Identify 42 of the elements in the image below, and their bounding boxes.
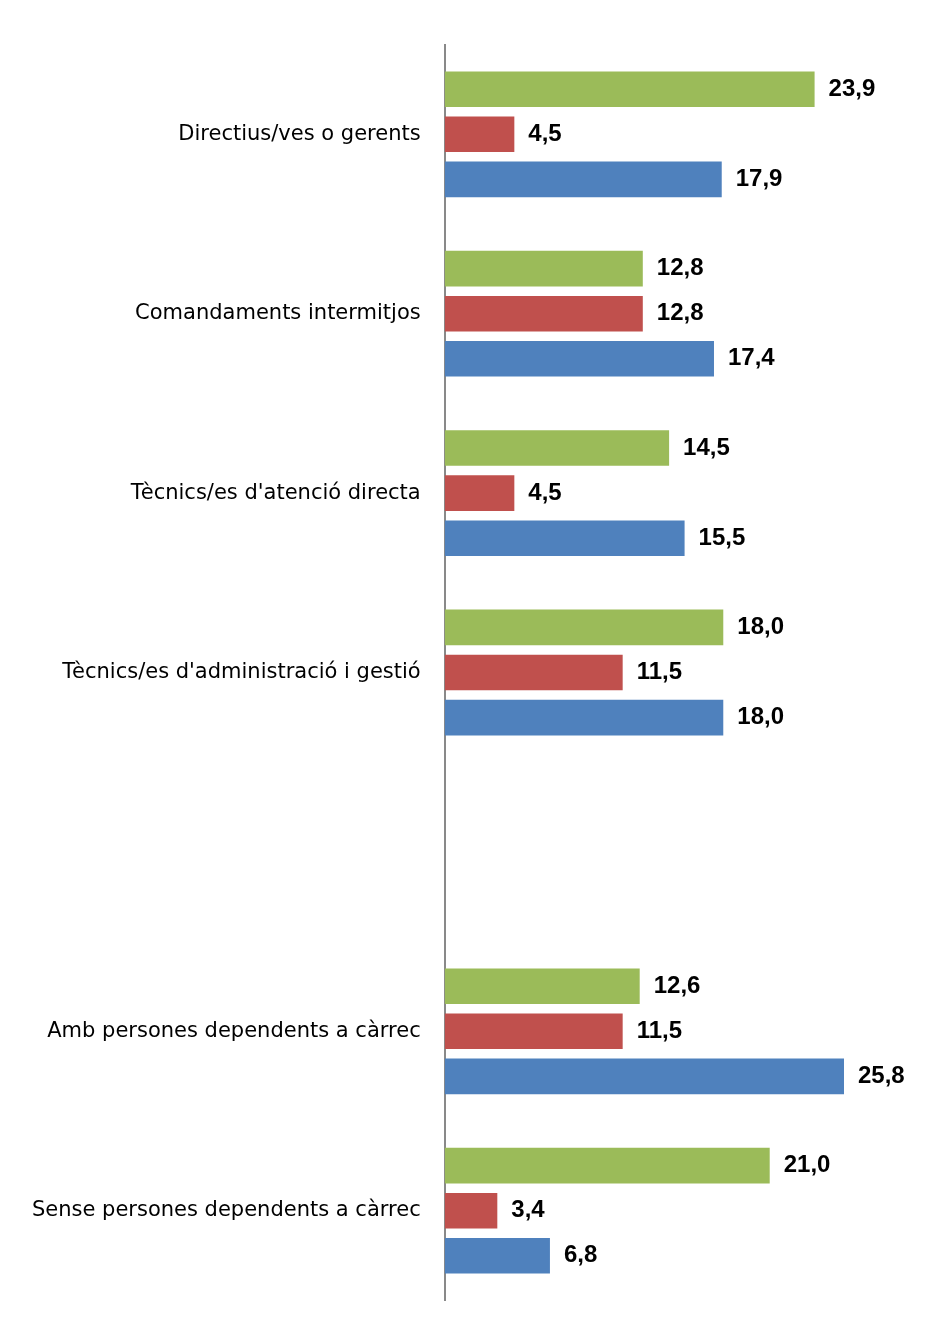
data-label: 14,5 [683,432,730,460]
data-label: 17,9 [735,164,783,192]
y-tick-label: Directius/ves o gerents [178,120,421,145]
bar [444,295,643,332]
bar [444,1237,550,1274]
bar [444,654,623,691]
bar [444,1147,770,1184]
bar [444,968,640,1005]
data-label: 6,8 [563,1240,598,1268]
y-tick-label: Sense persones dependents a càrrec [31,1197,421,1222]
data-label: 11,5 [636,1015,683,1043]
data-label: 4,5 [528,118,562,146]
data-label: 15,5 [698,522,746,550]
y-tick-label: Tècnics/es d'administració i gestió [61,658,421,683]
bar [444,520,685,556]
data-label: 23,9 [828,73,876,101]
bar [444,475,515,511]
bar [444,161,722,198]
data-label: 25,8 [858,1061,905,1089]
bar [444,1192,498,1229]
data-label: 3,4 [511,1195,546,1223]
bar [444,340,714,377]
data-label: 21,0 [783,1150,831,1178]
data-label: 12,8 [656,253,704,281]
bar [444,1058,844,1095]
y-tick-label: Comandaments intermitjos [135,300,421,325]
data-label: 4,5 [528,477,562,505]
bar [444,430,670,466]
data-label: 18,0 [737,612,784,640]
bar [444,116,515,153]
data-label: 11,5 [636,657,683,685]
bar [444,609,724,646]
y-tick-label: Tècnics/es d'atenció directa [129,479,421,504]
bar [444,71,815,108]
bar [444,1013,623,1050]
bar [444,699,724,736]
data-label: 18,0 [737,702,784,730]
data-label: 12,8 [656,298,704,326]
data-label: 12,6 [653,970,701,998]
data-label: 17,4 [727,343,776,371]
y-tick-label: Amb persones dependents a càrrec [47,1017,421,1042]
bar [444,250,643,287]
